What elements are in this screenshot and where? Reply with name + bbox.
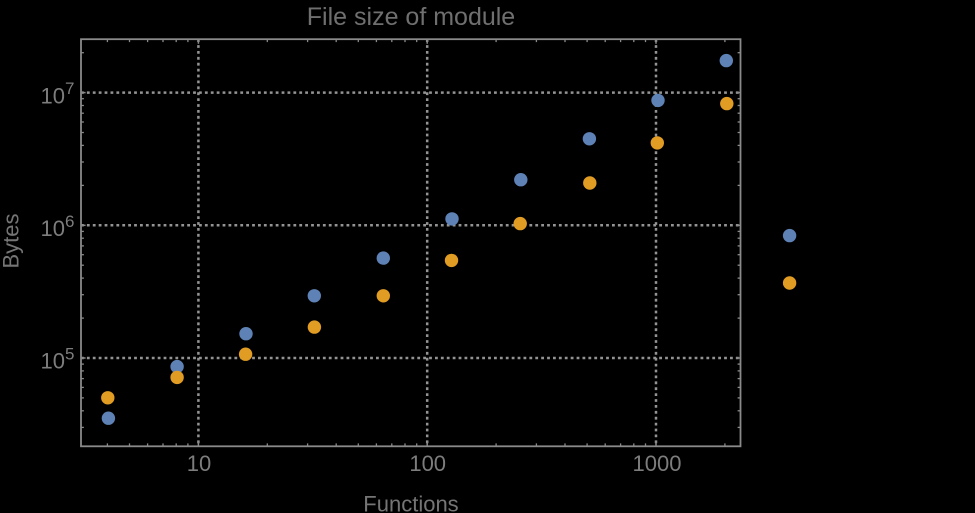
svg-text:Functions: Functions	[363, 492, 458, 513]
svg-text:Bytes: Bytes	[0, 213, 24, 268]
svg-text:File size of module: File size of module	[307, 3, 515, 31]
svg-text:10: 10	[187, 451, 211, 476]
svg-text:1000: 1000	[633, 451, 682, 476]
svg-text:100: 100	[409, 451, 446, 476]
